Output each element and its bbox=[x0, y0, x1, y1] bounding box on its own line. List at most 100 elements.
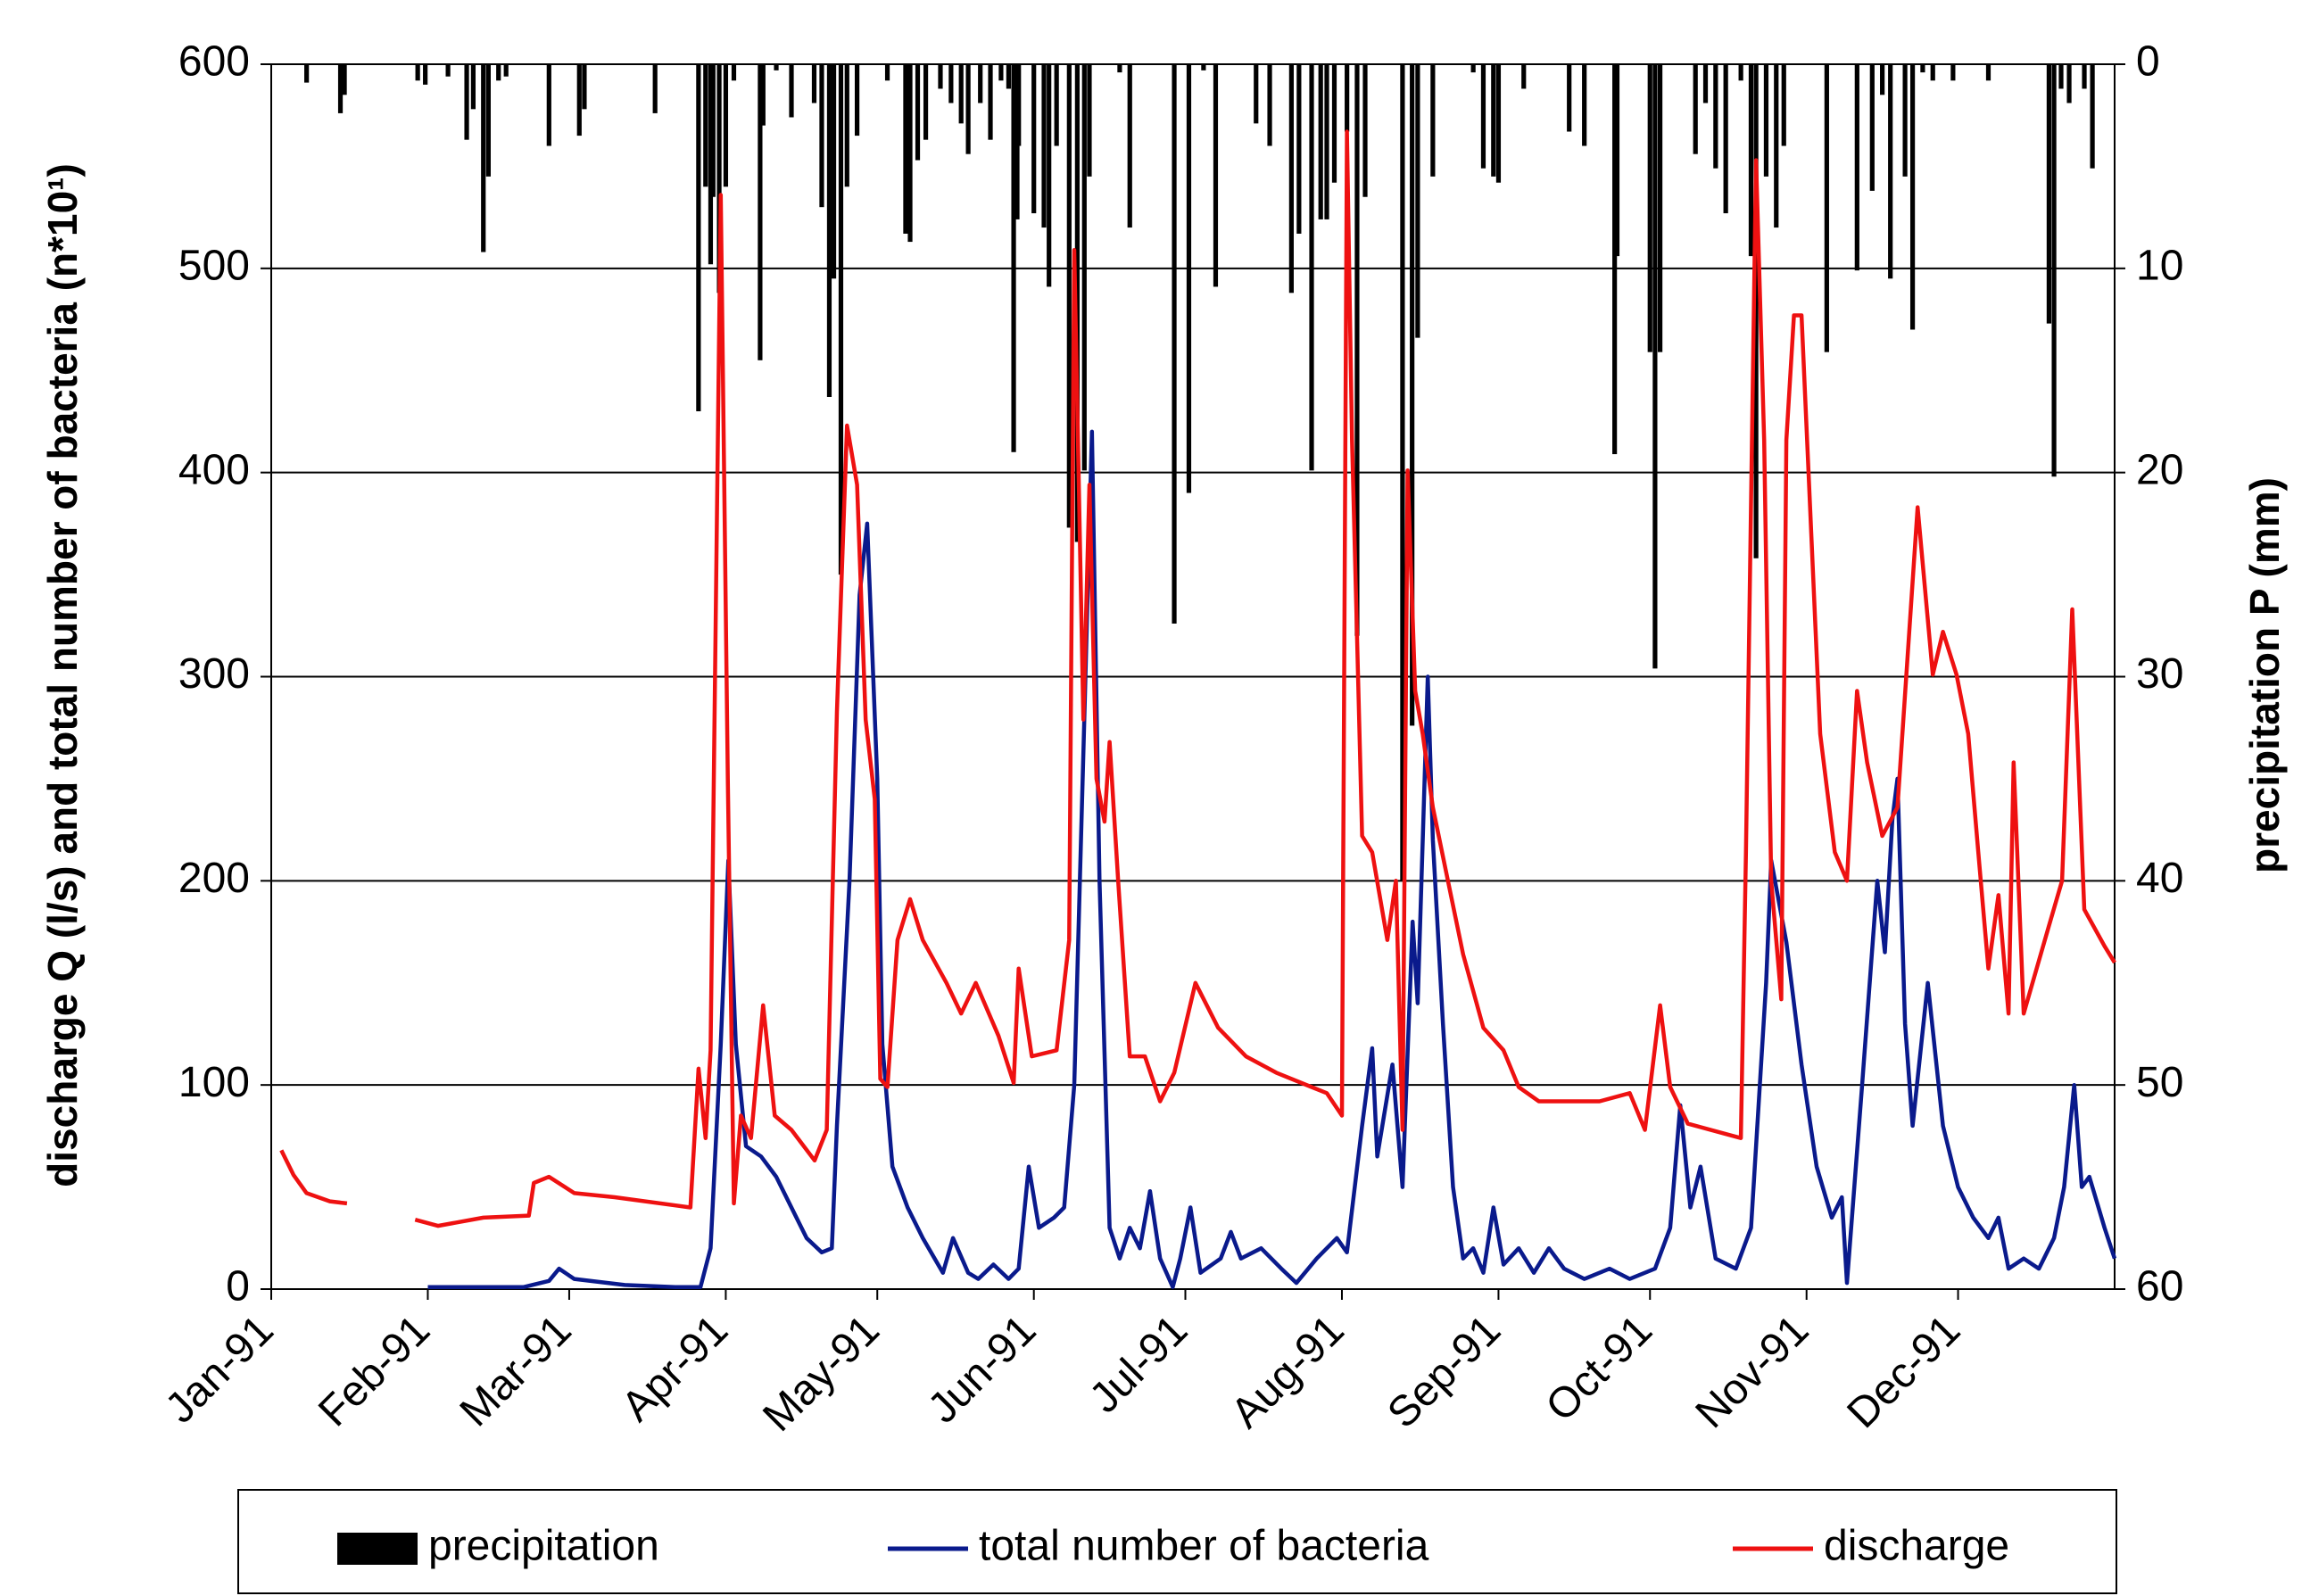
bar bbox=[938, 64, 943, 89]
bar bbox=[1087, 64, 1092, 177]
bar bbox=[1647, 64, 1652, 352]
bar bbox=[1713, 64, 1718, 169]
bar bbox=[1309, 64, 1314, 471]
bar bbox=[337, 64, 344, 113]
bar bbox=[1480, 64, 1486, 169]
bar bbox=[1430, 64, 1436, 177]
bar bbox=[503, 64, 509, 77]
bar bbox=[774, 64, 779, 70]
bar bbox=[1491, 64, 1496, 177]
bar bbox=[304, 64, 310, 83]
legend-label: precipitation bbox=[428, 1523, 659, 1570]
bar bbox=[485, 64, 491, 177]
bar bbox=[1324, 64, 1329, 219]
bar bbox=[1288, 64, 1294, 294]
bar bbox=[1267, 64, 1272, 146]
bar bbox=[481, 64, 486, 252]
bar bbox=[1930, 64, 1935, 81]
bar bbox=[1614, 64, 1620, 257]
legend-label: discharge bbox=[1824, 1523, 2009, 1570]
legend-box bbox=[237, 1489, 2117, 1594]
bar bbox=[838, 64, 844, 575]
bar bbox=[978, 64, 983, 103]
y2-tick-label: 60 bbox=[2136, 1263, 2183, 1311]
bar bbox=[998, 64, 1004, 81]
bar bbox=[760, 64, 766, 126]
bar bbox=[1774, 64, 1779, 228]
bar bbox=[415, 64, 420, 81]
bar bbox=[1362, 64, 1368, 197]
line bbox=[279, 1149, 348, 1206]
legend-label: total number of bacteria bbox=[979, 1523, 1429, 1570]
bar bbox=[1748, 64, 1754, 257]
bar bbox=[470, 64, 476, 110]
bar bbox=[958, 64, 964, 124]
bar bbox=[1902, 64, 1908, 177]
bar bbox=[708, 64, 714, 265]
legend-swatch bbox=[337, 1533, 418, 1565]
bar bbox=[342, 64, 347, 95]
bar bbox=[2058, 64, 2064, 89]
bar bbox=[907, 64, 913, 243]
y-tick-label: 500 bbox=[178, 243, 250, 290]
bar bbox=[1331, 64, 1337, 183]
bar bbox=[1521, 64, 1527, 89]
bar bbox=[1041, 64, 1047, 228]
bar bbox=[988, 64, 993, 140]
bar bbox=[844, 64, 849, 187]
bar bbox=[1567, 64, 1572, 132]
bar bbox=[1410, 64, 1415, 726]
bar bbox=[1117, 64, 1122, 73]
bar bbox=[582, 64, 587, 110]
y-axis-label: discharge Q (l/s) and total number of ba… bbox=[39, 163, 86, 1187]
y2-tick-label: 10 bbox=[2136, 243, 2183, 290]
bar bbox=[1495, 64, 1502, 183]
bar bbox=[1753, 64, 1759, 558]
bar bbox=[1415, 64, 1420, 338]
bar bbox=[1723, 64, 1728, 214]
bar bbox=[826, 64, 832, 397]
bar bbox=[854, 64, 860, 136]
bar bbox=[948, 64, 954, 103]
y-tick-label: 300 bbox=[178, 650, 250, 698]
bar bbox=[1920, 64, 1925, 73]
y-tick-label: 0 bbox=[226, 1263, 250, 1311]
bar bbox=[1693, 64, 1698, 154]
bar bbox=[903, 64, 908, 234]
bar bbox=[1011, 64, 1016, 452]
bar bbox=[965, 64, 971, 154]
bar bbox=[915, 64, 921, 161]
bar bbox=[464, 64, 469, 140]
y2-tick-label: 0 bbox=[2136, 38, 2160, 86]
y-tick-label: 100 bbox=[178, 1059, 250, 1106]
bar bbox=[1066, 64, 1072, 528]
bar bbox=[2090, 64, 2095, 169]
bar bbox=[496, 64, 501, 81]
y2-tick-label: 50 bbox=[2136, 1059, 2183, 1106]
bar bbox=[1016, 64, 1022, 146]
bar bbox=[1657, 64, 1663, 352]
bar bbox=[1047, 64, 1052, 287]
bar bbox=[1031, 64, 1037, 214]
bar bbox=[1081, 64, 1087, 471]
bar bbox=[811, 64, 817, 103]
bar bbox=[1254, 64, 1259, 124]
bar bbox=[1186, 64, 1192, 493]
line bbox=[414, 129, 2116, 1228]
bar bbox=[1869, 64, 1875, 191]
bar bbox=[1763, 64, 1769, 177]
bar bbox=[923, 64, 929, 140]
bar bbox=[758, 64, 763, 360]
bar bbox=[831, 64, 837, 279]
bar bbox=[703, 64, 708, 187]
bar bbox=[710, 64, 716, 197]
line bbox=[427, 429, 2117, 1289]
bar bbox=[445, 64, 451, 77]
y2-tick-label: 20 bbox=[2136, 446, 2183, 493]
bar bbox=[696, 64, 701, 412]
y-tick-label: 200 bbox=[178, 855, 250, 902]
bar bbox=[789, 64, 794, 118]
bar bbox=[423, 64, 428, 85]
